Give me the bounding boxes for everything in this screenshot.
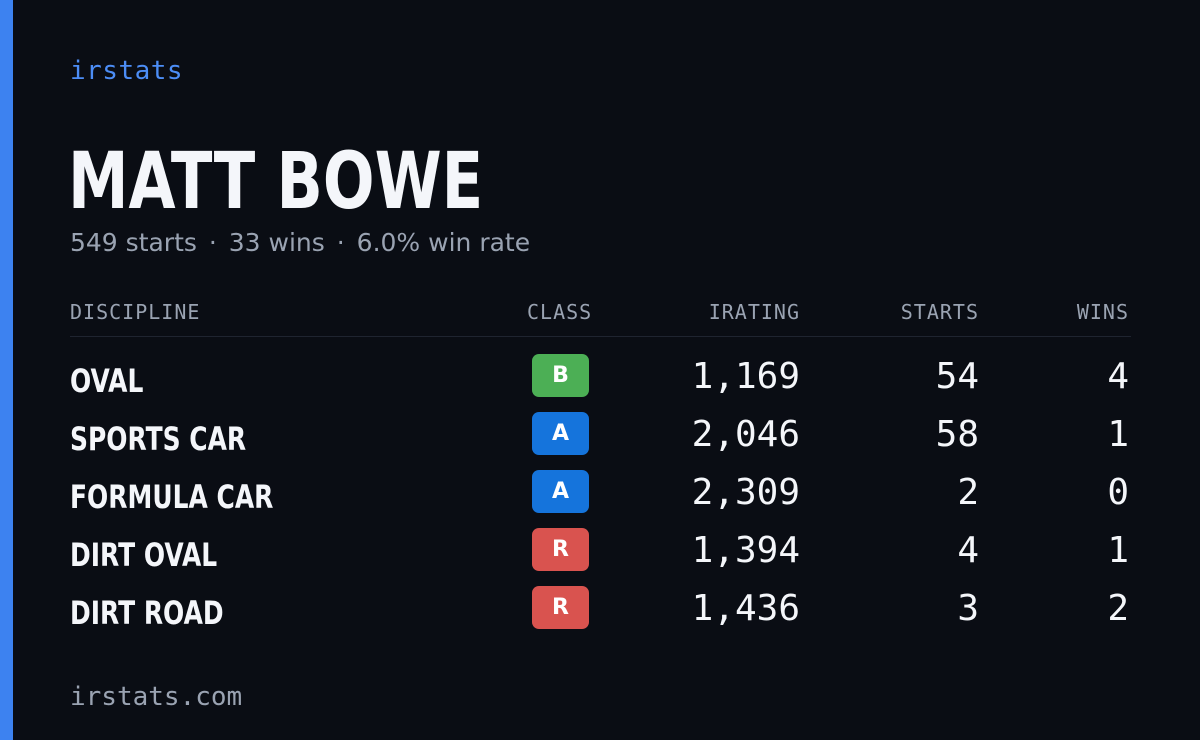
discipline-label: SPORTS CAR xyxy=(70,420,247,458)
discipline-label: OVAL xyxy=(70,362,144,400)
wins-value: 0 xyxy=(1107,472,1129,513)
wins-summary: 33 wins xyxy=(228,228,325,257)
table-header: DISCIPLINE CLASS IRATING STARTS WINS xyxy=(70,300,1131,337)
class-badge: A xyxy=(532,470,589,513)
summary-separator: · xyxy=(336,228,345,257)
class-badge: A xyxy=(532,412,589,455)
wins-value: 1 xyxy=(1107,530,1129,571)
driver-summary: 549 starts · 33 wins · 6.0% win rate xyxy=(70,228,530,257)
class-badge: R xyxy=(532,586,589,629)
irating-value: 1,394 xyxy=(691,530,800,571)
starts-summary: 549 starts xyxy=(70,228,197,257)
starts-value: 2 xyxy=(957,472,979,513)
discipline-label: FORMULA CAR xyxy=(70,478,274,516)
footer-url: irstats.com xyxy=(70,682,243,712)
discipline-label: DIRT OVAL xyxy=(70,536,218,574)
starts-value: 58 xyxy=(935,414,979,455)
wins-value: 1 xyxy=(1107,414,1129,455)
table-row: SPORTS CAR A 2,046 58 1 xyxy=(70,408,1131,466)
class-badge: B xyxy=(532,354,589,397)
table-row: DIRT OVAL R 1,394 4 1 xyxy=(70,524,1131,582)
header-irating: IRATING xyxy=(708,300,800,324)
wins-value: 2 xyxy=(1107,588,1129,629)
irating-value: 2,046 xyxy=(691,414,800,455)
accent-bar xyxy=(0,0,13,740)
header-wins: WINS xyxy=(1076,300,1129,324)
table-row: OVAL B 1,169 54 4 xyxy=(70,350,1131,408)
win-rate-summary: 6.0% win rate xyxy=(356,228,531,257)
header-class: CLASS xyxy=(527,300,593,324)
class-badge: R xyxy=(532,528,589,571)
brand-logo: irstats xyxy=(70,56,184,86)
irating-value: 1,169 xyxy=(691,356,800,397)
table-row: DIRT ROAD R 1,436 3 2 xyxy=(70,582,1131,640)
irating-value: 1,436 xyxy=(691,588,800,629)
starts-value: 4 xyxy=(957,530,979,571)
driver-name: MATT BOWE xyxy=(68,137,484,227)
wins-value: 4 xyxy=(1107,356,1129,397)
irating-value: 2,309 xyxy=(691,472,800,513)
header-discipline: DISCIPLINE xyxy=(70,300,201,324)
starts-value: 54 xyxy=(935,356,979,397)
table-row: FORMULA CAR A 2,309 2 0 xyxy=(70,466,1131,524)
header-starts: STARTS xyxy=(900,300,979,324)
discipline-label: DIRT ROAD xyxy=(70,594,224,632)
starts-value: 3 xyxy=(957,588,979,629)
summary-separator: · xyxy=(208,228,217,257)
